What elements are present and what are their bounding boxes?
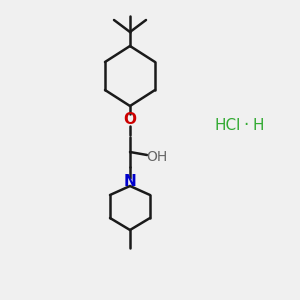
Text: O: O	[124, 112, 136, 128]
Text: OH: OH	[146, 150, 168, 164]
Text: H: H	[252, 118, 263, 133]
Text: ·: ·	[243, 116, 248, 134]
Text: N: N	[124, 175, 136, 190]
Text: HCl: HCl	[215, 118, 242, 133]
